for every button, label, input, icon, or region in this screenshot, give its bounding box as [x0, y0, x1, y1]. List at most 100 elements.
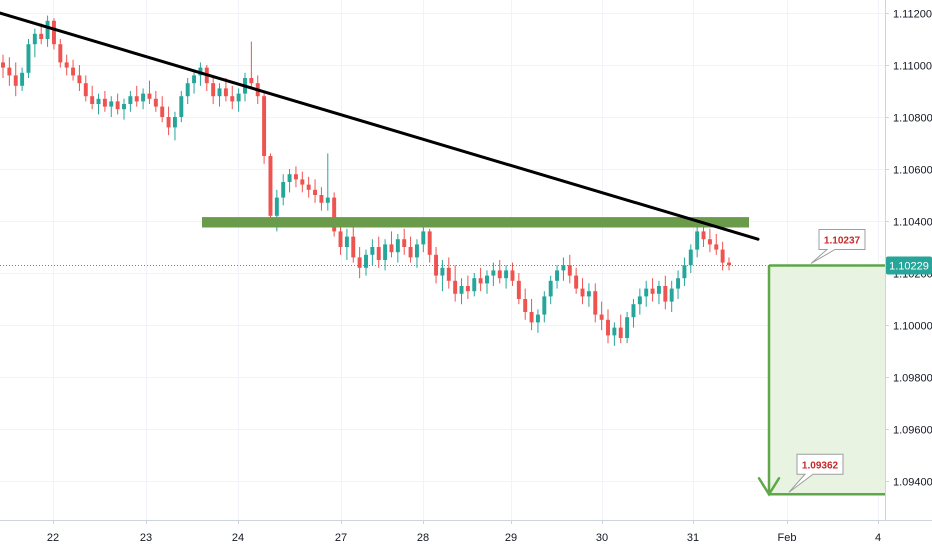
candle-body — [727, 262, 731, 266]
candle — [7, 57, 12, 86]
x-tick-label: 31 — [687, 532, 699, 544]
candle-body — [147, 93, 152, 99]
candle-body — [262, 96, 267, 156]
candle-body — [395, 239, 400, 253]
y-tick-label: 1.10600 — [893, 165, 932, 177]
candle — [300, 171, 305, 193]
candle — [192, 70, 197, 94]
candle — [383, 239, 388, 271]
callout-label: 1.10237 — [824, 235, 861, 246]
candle-body — [7, 67, 12, 76]
candle — [593, 283, 598, 323]
candle — [478, 267, 483, 292]
candle — [357, 247, 362, 279]
candle-body — [586, 291, 591, 297]
candle-body — [427, 231, 432, 255]
candle — [465, 275, 470, 299]
candle — [599, 301, 604, 331]
candle — [153, 91, 158, 112]
price-callout: 1.09362 — [788, 453, 844, 493]
candle-body — [510, 270, 515, 281]
candle — [211, 75, 216, 104]
candle-body — [542, 296, 547, 315]
candle — [555, 265, 560, 289]
candle-body — [281, 182, 286, 198]
candle-body — [402, 239, 407, 247]
candle-body — [567, 265, 572, 276]
overlays: 1.10237 1.09362 — [0, 11, 885, 493]
candle — [147, 80, 152, 104]
candle-body — [516, 280, 521, 299]
candle — [313, 179, 318, 203]
candle-body — [64, 62, 69, 68]
x-tick-label: 30 — [596, 532, 608, 544]
candle — [45, 15, 50, 47]
candle-body — [485, 275, 489, 284]
candle-body — [217, 88, 222, 97]
candle-body — [714, 244, 719, 250]
candle-body — [102, 98, 107, 107]
candle-body — [45, 20, 50, 39]
candle — [612, 322, 617, 346]
candle-body — [141, 93, 146, 102]
candle-body — [695, 231, 700, 250]
y-tick-label: 1.09400 — [893, 477, 932, 489]
candle — [281, 174, 286, 206]
candle-body — [128, 96, 133, 104]
candle — [364, 249, 368, 276]
y-tick-label: 1.11200 — [893, 9, 932, 21]
candle — [179, 91, 184, 123]
candle — [230, 85, 235, 110]
candle — [319, 187, 324, 211]
candle — [122, 98, 126, 120]
candle — [338, 223, 343, 255]
callout-bubble — [810, 228, 866, 264]
candle — [580, 278, 585, 305]
candle-body — [192, 75, 197, 84]
candle — [637, 288, 642, 315]
y-tick-label: 1.09600 — [893, 425, 932, 437]
candle-body — [414, 244, 419, 258]
candle — [625, 312, 630, 344]
candle — [504, 265, 509, 289]
candle — [676, 270, 681, 299]
candle — [20, 67, 25, 91]
candle-body — [707, 239, 712, 245]
candle — [262, 93, 267, 164]
candle — [77, 65, 82, 91]
candle-body — [637, 296, 642, 305]
candle — [134, 85, 139, 107]
candle — [535, 309, 540, 333]
candle — [109, 96, 114, 117]
candle — [90, 85, 95, 110]
candle-body — [663, 286, 668, 302]
candle-body — [122, 104, 126, 110]
candle-body — [293, 174, 298, 180]
y-axis-ticks: 1.11200 1.11000 1.10800 1.10600 1.10400 1.102… — [885, 9, 932, 489]
candle-body — [631, 304, 636, 318]
candle-body — [523, 299, 528, 312]
candle — [64, 54, 69, 76]
candle — [332, 192, 337, 237]
candle-body — [71, 67, 76, 76]
candle — [376, 236, 381, 268]
y-tick-label: 1.10000 — [893, 321, 932, 333]
candle-body — [682, 265, 687, 279]
candle — [574, 267, 579, 294]
candle-body — [644, 288, 649, 297]
candle-body — [580, 288, 585, 297]
candle-body — [478, 278, 483, 284]
candle-body — [13, 75, 18, 86]
x-tick-label: 23 — [140, 532, 152, 544]
candle-body — [606, 319, 610, 336]
candle-body — [344, 236, 349, 247]
candle-body — [535, 314, 540, 323]
candle-body — [300, 179, 305, 185]
candle-body — [650, 288, 655, 294]
candle-body — [109, 101, 114, 107]
candle — [510, 262, 515, 286]
candle-body — [20, 72, 25, 86]
candle — [606, 309, 610, 344]
candle — [434, 247, 439, 284]
candle — [128, 91, 133, 112]
